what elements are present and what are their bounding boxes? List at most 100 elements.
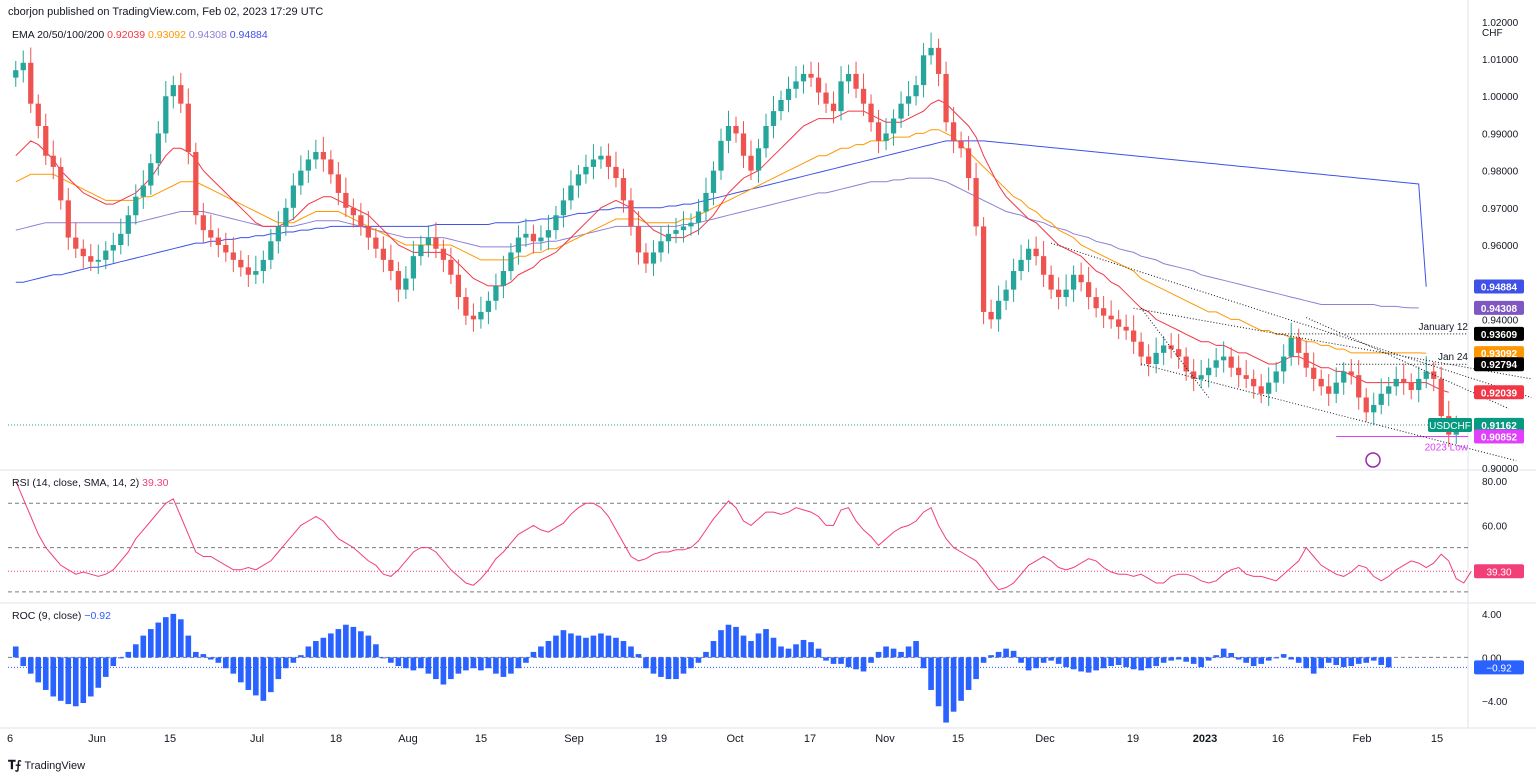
candle-body	[703, 192, 709, 212]
candle-body	[1401, 378, 1407, 383]
roc-bar	[1303, 657, 1310, 669]
roc-bar	[538, 646, 544, 658]
candle-body	[20, 62, 26, 71]
roc-bar	[1168, 657, 1174, 661]
candle-body	[1018, 259, 1024, 272]
candle-body	[1168, 345, 1174, 350]
roc-bar	[1003, 648, 1009, 658]
roc-bar	[305, 646, 312, 658]
candle-body	[73, 237, 79, 249]
candle-body	[320, 152, 326, 160]
candle-body	[898, 103, 904, 119]
candle-body	[890, 118, 897, 134]
candle-body	[680, 226, 687, 231]
price-tag-label: 0.93609	[1481, 330, 1518, 341]
roc-bar	[868, 657, 874, 663]
tradingview-logo-icon: 𝐓⨍	[8, 758, 22, 772]
roc-bar	[290, 657, 297, 663]
roc-bar	[605, 635, 612, 658]
time-tick: Feb	[1353, 733, 1372, 745]
roc-bar	[965, 657, 972, 690]
roc-bar	[1280, 654, 1287, 658]
candle-body	[598, 155, 604, 160]
candle-body	[275, 226, 281, 242]
ema200-line	[15, 140, 1427, 287]
roc-bar	[335, 629, 342, 658]
roc-bar	[860, 657, 867, 672]
roc-bar	[628, 646, 634, 658]
price-tick: 0.97000	[1482, 204, 1519, 215]
roc-bar	[275, 657, 282, 680]
roc-bar	[635, 654, 642, 658]
candle-body	[313, 152, 319, 160]
candle-body	[635, 226, 642, 253]
roc-bar	[27, 657, 34, 674]
candle-body	[1183, 356, 1189, 372]
roc-bar	[748, 641, 754, 658]
roc-bar	[147, 629, 154, 658]
time-tick: 15	[952, 733, 964, 745]
candle-body	[155, 133, 161, 164]
roc-bar	[1250, 657, 1257, 667]
candle-body	[613, 166, 619, 179]
roc-bar	[1025, 657, 1032, 671]
roc-bar	[733, 626, 739, 658]
roc-bar	[1123, 657, 1129, 668]
roc-bar	[695, 657, 702, 663]
roc-bar	[650, 657, 657, 674]
candle-body	[1258, 386, 1264, 394]
roc-bar	[1153, 657, 1159, 667]
roc-bar	[193, 651, 199, 658]
candle-body	[583, 166, 589, 175]
time-tick: Nov	[875, 733, 895, 745]
candle-body	[815, 77, 822, 93]
price-tag-label: 0.90852	[1481, 432, 1518, 443]
candle-body	[223, 245, 229, 253]
roc-bar	[950, 657, 957, 712]
candle-body	[695, 211, 702, 223]
roc-bar	[718, 630, 724, 658]
candle-body	[560, 200, 567, 216]
roc-bar	[1048, 657, 1054, 661]
candle-body	[1003, 289, 1009, 301]
candle-body	[1408, 382, 1414, 391]
candle-body	[988, 311, 994, 320]
roc-bar	[200, 654, 207, 658]
roc-bar	[298, 655, 304, 658]
roc-bar	[1100, 657, 1107, 669]
lightning-icon	[1365, 452, 1381, 468]
tradingview-brand[interactable]: 𝐓⨍ TradingView	[8, 758, 85, 773]
candle-body	[965, 148, 972, 179]
price-tick: 1.02000	[1482, 18, 1519, 29]
roc-bar	[268, 657, 274, 693]
roc-bar	[117, 657, 124, 659]
roc-bar	[1348, 657, 1355, 667]
roc-bar	[890, 648, 897, 658]
candle-body	[733, 125, 739, 134]
roc-bar	[1288, 657, 1295, 660]
roc-bar	[883, 646, 889, 658]
candle-body	[605, 155, 612, 167]
candle-body	[1348, 371, 1354, 376]
price-tag	[1474, 300, 1524, 315]
roc-bar	[388, 657, 394, 663]
candle-body	[973, 178, 979, 227]
candle-body	[958, 140, 964, 149]
roc-value-tag	[1474, 660, 1524, 675]
time-tick: 15	[475, 733, 487, 745]
candle-body	[1356, 375, 1362, 398]
roc-bar	[50, 657, 57, 697]
candle-body	[935, 47, 942, 74]
roc-bar	[1265, 657, 1272, 661]
roc-bar	[313, 641, 319, 658]
trend-line	[1050, 242, 1532, 398]
candle-body	[1085, 282, 1092, 298]
roc-bar	[808, 642, 814, 658]
roc-bar	[1378, 657, 1385, 665]
candle-body	[643, 252, 649, 264]
roc-bar	[935, 657, 942, 707]
roc-bar	[853, 657, 859, 670]
roc-bar	[140, 635, 147, 658]
price-tag	[1474, 429, 1524, 444]
